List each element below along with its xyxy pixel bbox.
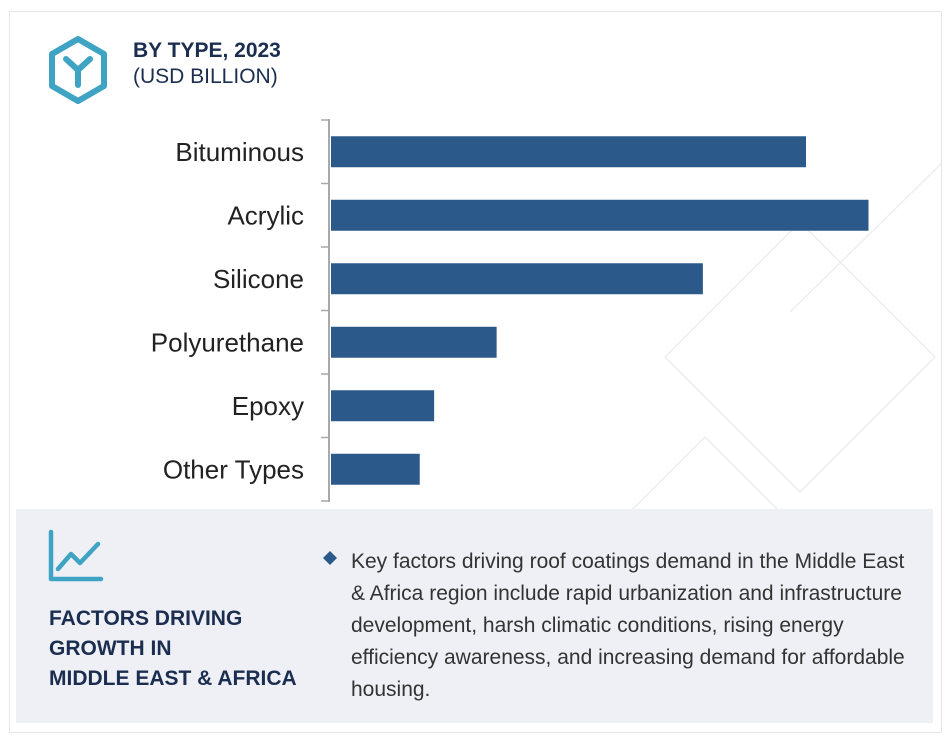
chart-title-block: BY TYPE, 2023 (USD BILLION) (133, 38, 281, 90)
category-label: Other Types (163, 454, 304, 484)
growth-factors-panel: FACTORS DRIVING GROWTH IN MIDDLE EAST & … (16, 509, 933, 723)
category-label: Bituminous (175, 137, 304, 167)
bar-silicone (331, 263, 703, 295)
panel-heading-line: MIDDLE EAST & AFRICA (49, 667, 297, 690)
trend-line-icon (48, 529, 104, 582)
category-label: Polyurethane (151, 327, 304, 357)
category-label: Silicone (213, 264, 304, 294)
panel-heading-line: FACTORS DRIVING (49, 607, 243, 630)
bar-epoxy (331, 390, 435, 422)
bar-chart: Bituminous Acrylic Silicone Polyurethane Epo… (151, 119, 869, 502)
panel-heading-line: GROWTH IN (49, 637, 172, 660)
bar-other-types (331, 453, 420, 485)
category-label: Acrylic (227, 200, 304, 230)
chart-title: BY TYPE, 2023 (133, 39, 281, 62)
bar-acrylic (331, 199, 869, 231)
panel-body-text: Key factors driving roof coatings demand… (351, 550, 905, 701)
category-label: Epoxy (232, 391, 304, 421)
y-hexagon-icon (49, 36, 107, 104)
chart-subtitle: (USD BILLION) (133, 65, 278, 88)
bar-bituminous (331, 136, 806, 168)
diamond-bullet-icon (323, 551, 337, 565)
bar-polyurethane (331, 326, 497, 358)
panel-heading: FACTORS DRIVING GROWTH IN MIDDLE EAST & … (49, 604, 319, 694)
